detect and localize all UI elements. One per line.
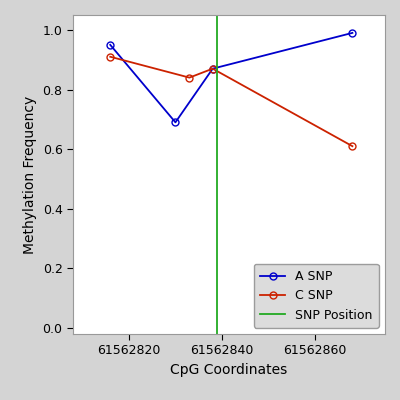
Y-axis label: Methylation Frequency: Methylation Frequency bbox=[23, 95, 37, 254]
C SNP bbox=[108, 54, 113, 59]
A SNP bbox=[350, 30, 355, 35]
X-axis label: CpG Coordinates: CpG Coordinates bbox=[170, 363, 288, 377]
Line: C SNP: C SNP bbox=[107, 53, 356, 150]
C SNP bbox=[187, 75, 192, 80]
A SNP bbox=[173, 120, 178, 125]
Line: A SNP: A SNP bbox=[107, 30, 356, 126]
Legend: A SNP, C SNP, SNP Position: A SNP, C SNP, SNP Position bbox=[254, 264, 379, 328]
A SNP bbox=[108, 42, 113, 47]
A SNP bbox=[210, 66, 215, 71]
C SNP bbox=[210, 66, 215, 71]
C SNP bbox=[350, 144, 355, 148]
